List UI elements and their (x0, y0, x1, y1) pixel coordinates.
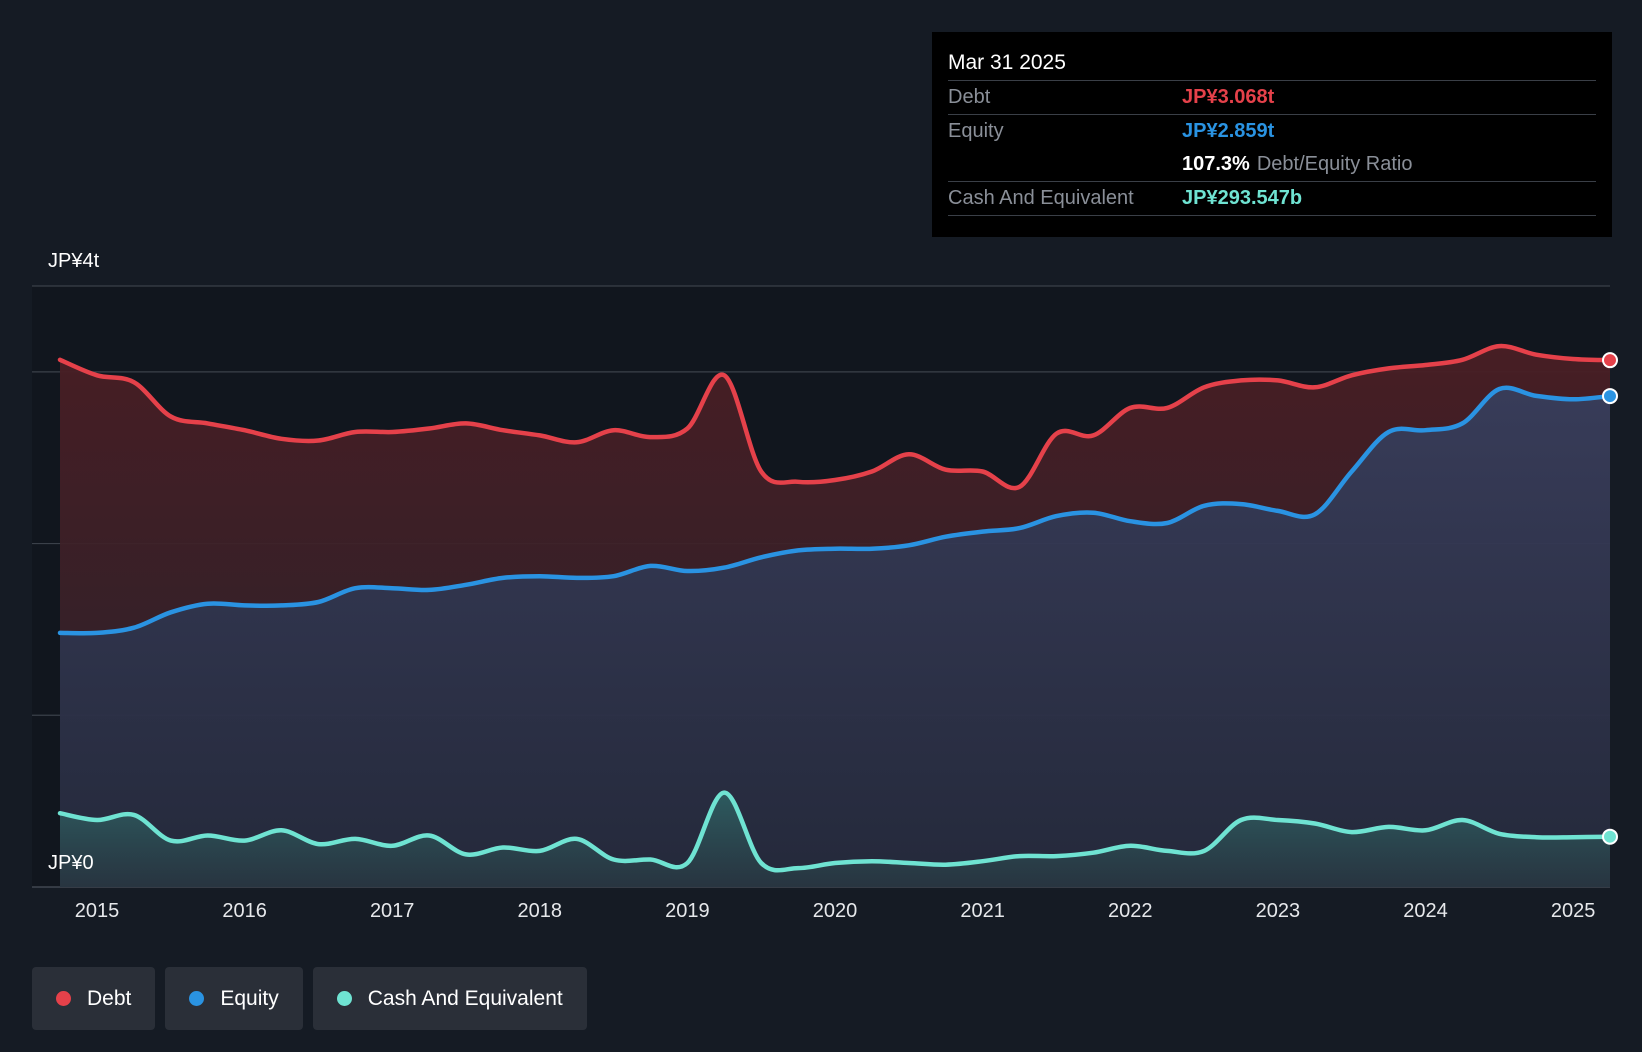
legend-dot-equity-icon (189, 991, 205, 1006)
tooltip-debt-row: Debt JP¥3.068t (948, 80, 1596, 114)
tooltip-cash-value: JP¥293.547b (1182, 187, 1303, 209)
tooltip-ratio-row: 107.3% Debt/Equity Ratio (948, 148, 1596, 181)
equity-area (60, 387, 1610, 887)
cash-end-marker[interactable] (1602, 828, 1618, 845)
debt-line (57, 343, 1613, 491)
debt-area (60, 346, 1610, 634)
x-tick-2019: 2019 (665, 900, 710, 922)
tooltip-debt-label: Debt (948, 86, 991, 108)
x-tick-2016: 2016 (222, 900, 267, 922)
equity-end-marker[interactable] (1602, 388, 1618, 405)
debt-end-marker[interactable] (1602, 352, 1618, 369)
tooltip-cash-row: Cash And Equivalent JP¥293.547b (948, 181, 1596, 215)
x-tick-2023: 2023 (1255, 900, 1301, 922)
legend-item-equity[interactable]: Equity (165, 967, 303, 1030)
x-tick-2015: 2015 (74, 900, 120, 922)
x-tick-2018: 2018 (517, 900, 563, 922)
x-tick-2020: 2020 (812, 900, 858, 922)
tooltip-ratio-label: Debt/Equity Ratio (1256, 153, 1413, 175)
legend: Debt Equity Cash And Equivalent (32, 967, 587, 1030)
x-tick-2017: 2017 (369, 900, 415, 922)
series-lines (57, 343, 1613, 873)
y-axis-bottom-label: JP¥0 (48, 852, 94, 874)
legend-item-cash[interactable]: Cash And Equivalent (312, 967, 587, 1030)
tooltip-equity-row: Equity JP¥2.859t (948, 114, 1596, 148)
tooltip-equity-value: JP¥2.859t (1182, 120, 1275, 142)
legend-label-debt: Debt (87, 986, 132, 1010)
tooltip-ratio-value: 107.3% (1182, 153, 1250, 175)
x-tick-2022: 2022 (1108, 900, 1153, 922)
x-tick-2021: 2021 (960, 900, 1005, 922)
x-tick-2024: 2024 (1403, 900, 1448, 922)
series-areas (60, 346, 1610, 887)
tooltip-equity-label: Equity (948, 120, 1004, 142)
legend-label-cash: Cash And Equivalent (367, 986, 563, 1010)
x-tick-2025: 2025 (1550, 900, 1596, 922)
equity-line (57, 385, 1613, 636)
cash-line (57, 790, 1613, 873)
legend-item-debt[interactable]: Debt (32, 967, 156, 1030)
cash-area (60, 792, 1610, 887)
tooltip-cash-label: Cash And Equivalent (948, 187, 1134, 209)
tooltip-panel: Mar 31 2025 Debt JP¥3.068t Equity JP¥2.8… (932, 32, 1612, 237)
legend-dot-cash-icon (336, 991, 352, 1006)
tooltip-date: Mar 31 2025 (948, 51, 1066, 74)
legend-label-equity: Equity (220, 986, 279, 1010)
y-axis-top-label: JP¥4t (48, 250, 100, 272)
series-end-markers (1602, 352, 1618, 845)
legend-dot-debt-icon (56, 991, 71, 1006)
tooltip-divider (948, 215, 1596, 216)
tooltip-debt-value: JP¥3.068t (1182, 86, 1275, 108)
